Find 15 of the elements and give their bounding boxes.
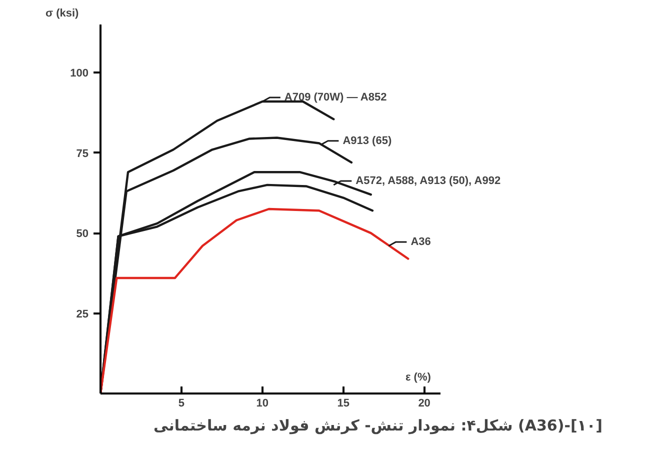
annotation: A36 bbox=[410, 236, 431, 248]
y-tick-label: 25 bbox=[76, 308, 89, 320]
x-tick-label: 10 bbox=[256, 398, 269, 410]
y-axis-title: σ (ksi) bbox=[46, 8, 80, 20]
x-tick-label: 5 bbox=[178, 398, 185, 410]
text: شکل۴: نمودار تنش- کرنش فولاد نرمه ساختمانی (A36)-[۱۰] bbox=[154, 416, 602, 434]
annotation: A913 (65) bbox=[342, 134, 392, 147]
x-axis-title: ε (%) bbox=[406, 372, 432, 384]
y-tick-label: 100 bbox=[70, 68, 89, 80]
annotation: A709 (70W) — A852 bbox=[284, 92, 387, 104]
x-tick-label: 15 bbox=[337, 398, 350, 410]
y-tick-label: 75 bbox=[76, 148, 89, 160]
y-tick-label: 50 bbox=[76, 228, 89, 240]
annotation: A572, A588, A913 (50), A992 bbox=[356, 174, 501, 187]
x-tick-label: 20 bbox=[418, 398, 430, 410]
